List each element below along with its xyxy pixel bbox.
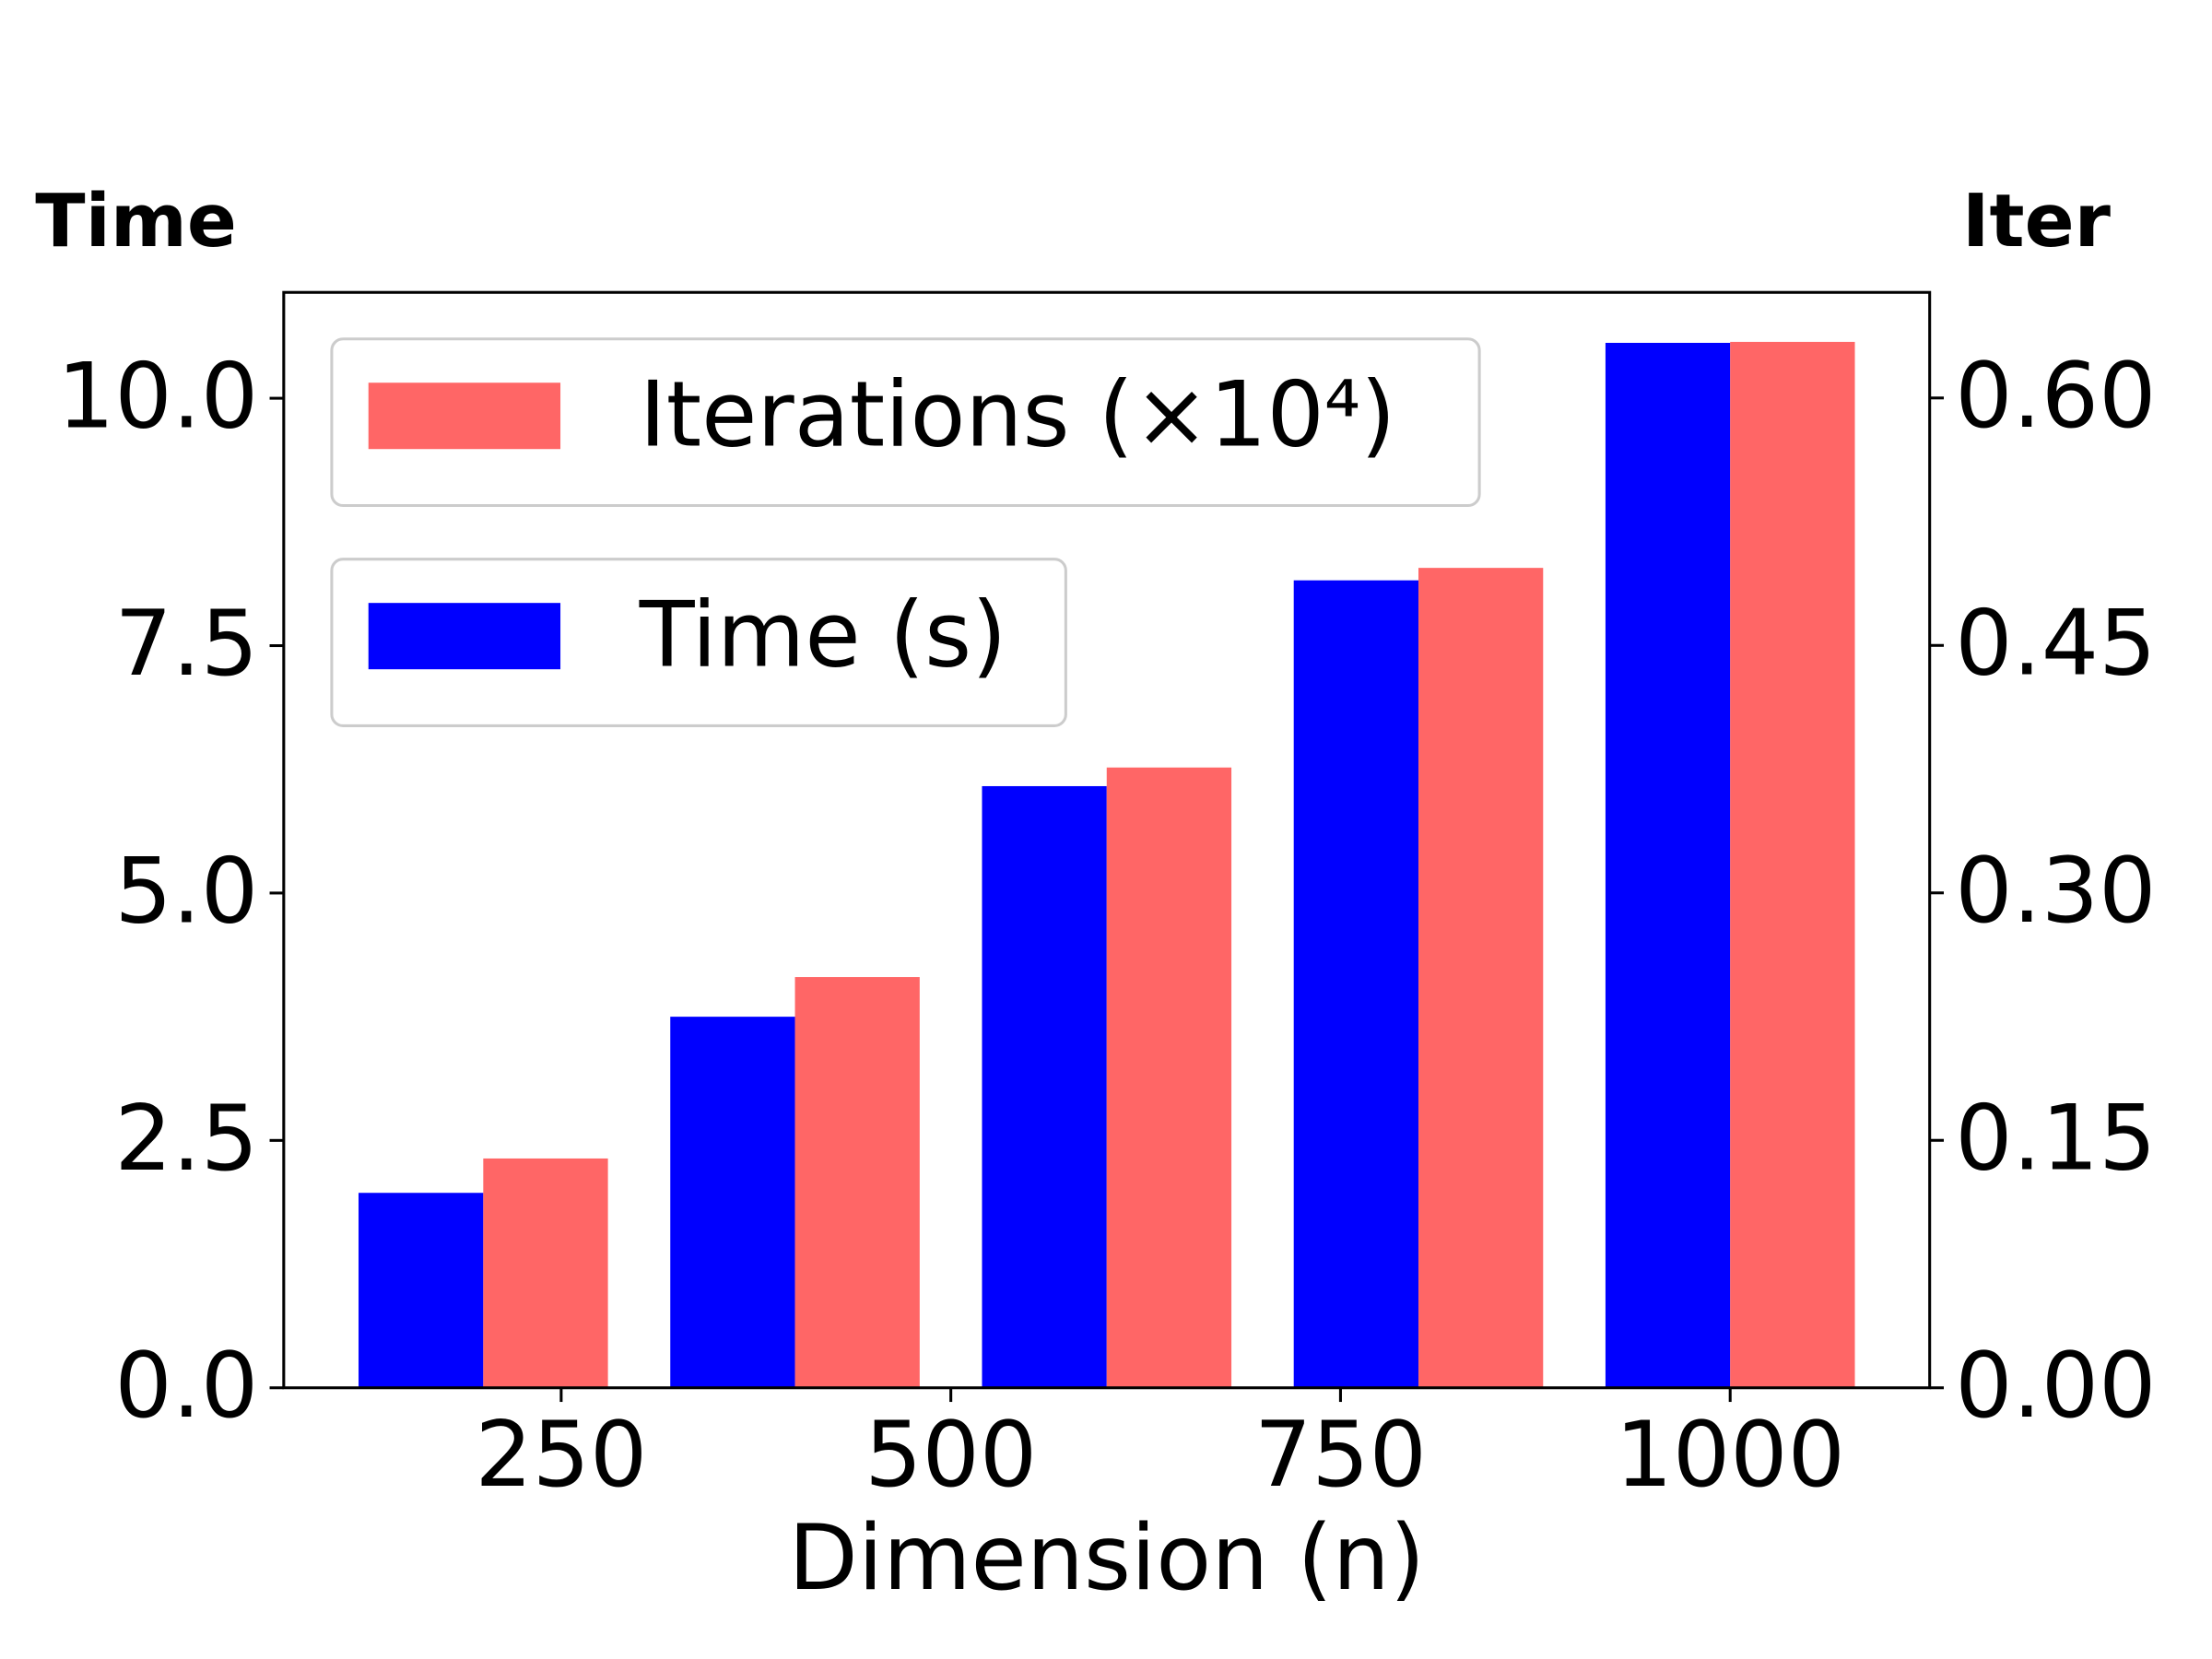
x-tick-label: 1000 [1615,1403,1844,1508]
y-tick-label: 7.5 [114,592,258,697]
bar [1293,580,1418,1388]
legend-label: Time (s) [639,582,1007,688]
legend-label: Iterations (×10⁴) [640,362,1396,467]
x-tick-label: 500 [865,1403,1037,1508]
bar [794,977,920,1388]
x-tick-label: 750 [1254,1403,1427,1508]
bar [670,1017,795,1388]
y-tick-label: 5.0 [114,839,258,944]
y-tick-label: 0.0 [114,1334,258,1439]
y2-tick-label: 0.30 [1955,839,2156,944]
bar [483,1158,608,1388]
bar [1730,341,1855,1388]
bar [982,785,1107,1388]
y2-tick-label: 0.00 [1955,1334,2156,1439]
y2-tick-label: 0.45 [1955,592,2156,697]
bar [1605,342,1731,1388]
y2-tick-label: 0.15 [1955,1087,2156,1192]
x-axis-title: Dimension (n) [788,1506,1425,1611]
legend-box [330,337,1481,508]
y-axis-title: Time [35,178,237,264]
legend-box [330,558,1067,727]
legend-swatch [368,603,561,670]
y-tick-label: 10.0 [57,345,258,450]
x-tick-label: 250 [475,1403,647,1508]
legend-swatch [368,382,561,450]
y2-axis-title: Iter [1962,178,2112,264]
bar [359,1193,484,1388]
y-tick-label: 2.5 [114,1087,258,1192]
bar [1418,568,1544,1388]
bar [1106,767,1232,1388]
y2-tick-label: 0.60 [1955,344,2156,449]
plot-frame [282,290,1932,1390]
